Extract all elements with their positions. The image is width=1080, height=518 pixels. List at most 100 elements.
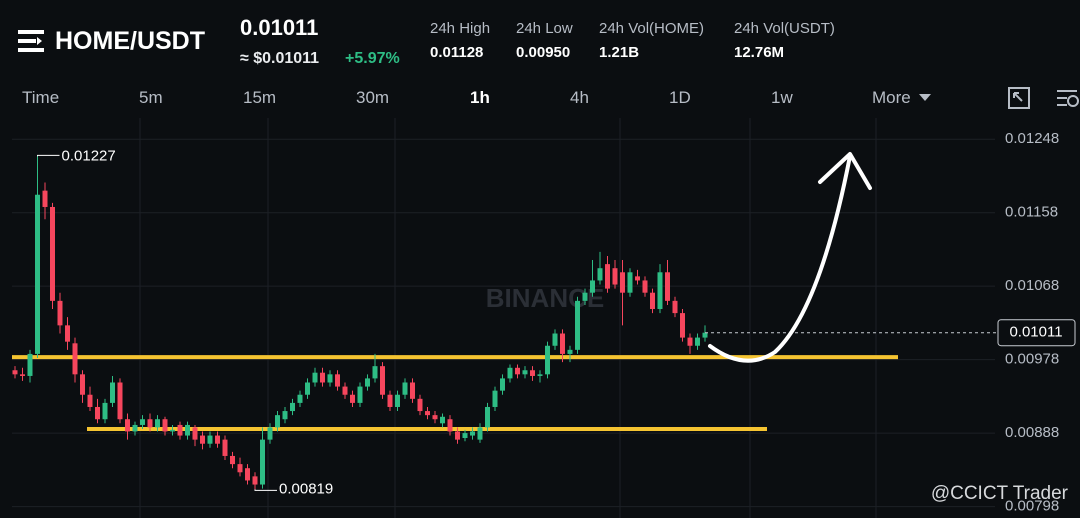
arrow xyxy=(708,154,852,363)
stat-label: 24h High xyxy=(430,20,491,37)
candle-body xyxy=(147,419,153,428)
interval[interactable]: 5m xyxy=(139,88,163,107)
candle-body xyxy=(125,419,130,432)
candle-body xyxy=(657,272,663,310)
candle-body xyxy=(50,206,55,301)
expand-icon[interactable] xyxy=(1008,87,1030,109)
interval[interactable]: More xyxy=(872,88,911,107)
candle-body xyxy=(575,300,580,350)
candle-body xyxy=(117,382,123,420)
candle-body xyxy=(320,372,325,383)
interval[interactable]: 1w xyxy=(771,88,793,107)
candle-body xyxy=(507,367,513,379)
stat-label: 24h Low xyxy=(516,20,573,37)
candle-body xyxy=(387,394,393,407)
candle-body xyxy=(522,370,528,375)
candle-body xyxy=(132,424,138,432)
candle-body xyxy=(335,374,340,387)
candle-body xyxy=(80,374,85,395)
interval[interactable]: 4h xyxy=(570,88,589,107)
y-tick-label: 0.01158 xyxy=(1005,204,1058,221)
last-price-label: 0.01011 xyxy=(1009,324,1062,341)
interval[interactable]: 1D xyxy=(669,88,691,107)
candle-body xyxy=(35,194,40,354)
candle-body xyxy=(417,398,423,412)
candle-body xyxy=(357,386,363,403)
stat-label: 24h Vol(HOME) xyxy=(599,20,705,37)
high-label: 0.01227 xyxy=(62,147,116,164)
candle-body xyxy=(470,431,475,436)
candle-body xyxy=(305,382,310,395)
candle-body xyxy=(260,439,265,485)
candle-body xyxy=(402,382,408,395)
credit: @CCICT Trader xyxy=(931,483,1069,504)
candle-body xyxy=(192,427,198,440)
candle-body xyxy=(462,433,468,438)
candle-body xyxy=(395,394,400,407)
grid-verticals xyxy=(139,118,877,518)
interval[interactable]: 1h xyxy=(470,88,490,107)
candle-body xyxy=(695,337,700,346)
candle-body xyxy=(410,382,415,399)
low-marker xyxy=(254,489,277,491)
y-tick-label: 0.01248 xyxy=(1005,130,1059,147)
candle-body xyxy=(552,333,558,346)
y-tick-label: 0.00798 xyxy=(1005,498,1059,515)
candle-body xyxy=(185,424,190,436)
candle-body xyxy=(102,402,108,420)
stat-value: 1.21B xyxy=(599,44,640,61)
candle-body xyxy=(567,349,573,354)
candle-body xyxy=(440,416,445,424)
candle-body xyxy=(87,394,93,407)
candle-body xyxy=(582,292,588,301)
candle-body xyxy=(380,366,385,395)
candle-body xyxy=(162,419,168,432)
candle-body xyxy=(72,343,78,375)
candle-body xyxy=(627,272,633,293)
settings-icon[interactable] xyxy=(1055,87,1080,109)
candle-body xyxy=(282,411,288,420)
candle-body xyxy=(620,272,625,293)
candle-body xyxy=(327,374,333,383)
arrow-head xyxy=(818,152,872,190)
y-tick-label: 0.01068 xyxy=(1005,277,1059,294)
candle-body xyxy=(702,332,708,338)
low-label: 0.00819 xyxy=(279,480,333,497)
candle-body xyxy=(207,435,213,444)
interval[interactable]: Time xyxy=(22,88,60,107)
candle-body xyxy=(635,276,640,281)
candle-body xyxy=(342,386,348,395)
candle-body xyxy=(140,419,145,425)
candle-body xyxy=(42,190,48,207)
stat-value: 12.76M xyxy=(734,44,785,61)
candle-body xyxy=(65,325,70,342)
stat-value: 0.01128 xyxy=(430,44,484,61)
candle-body xyxy=(12,370,18,375)
interval[interactable]: 30m xyxy=(356,88,390,107)
interval[interactable]: 15m xyxy=(243,88,277,107)
candle-body xyxy=(155,419,160,428)
y-tick-label: 0.00978 xyxy=(1005,351,1059,368)
candle-body xyxy=(680,313,685,338)
candle-body xyxy=(530,370,535,376)
candle-body xyxy=(537,374,543,376)
candle-body xyxy=(230,455,235,465)
dropdown-icon[interactable] xyxy=(918,93,932,102)
candle-body xyxy=(665,272,670,301)
candle-body xyxy=(252,476,258,485)
candle-body xyxy=(605,264,610,289)
approx-price: ≈ $0.01011 xyxy=(240,50,320,67)
candle-body xyxy=(57,300,63,326)
menu-icon[interactable] xyxy=(18,30,44,52)
candle-body xyxy=(612,268,618,285)
y-tick-label: 0.00888 xyxy=(1005,424,1059,441)
candle-body xyxy=(222,439,228,456)
candle-body xyxy=(515,367,520,375)
candle-body xyxy=(312,372,318,383)
pair[interactable]: HOME/USDT xyxy=(55,27,205,55)
candle-body xyxy=(642,280,648,293)
candle-body xyxy=(372,366,378,379)
candle-body xyxy=(425,411,430,416)
candle-body xyxy=(560,333,565,354)
